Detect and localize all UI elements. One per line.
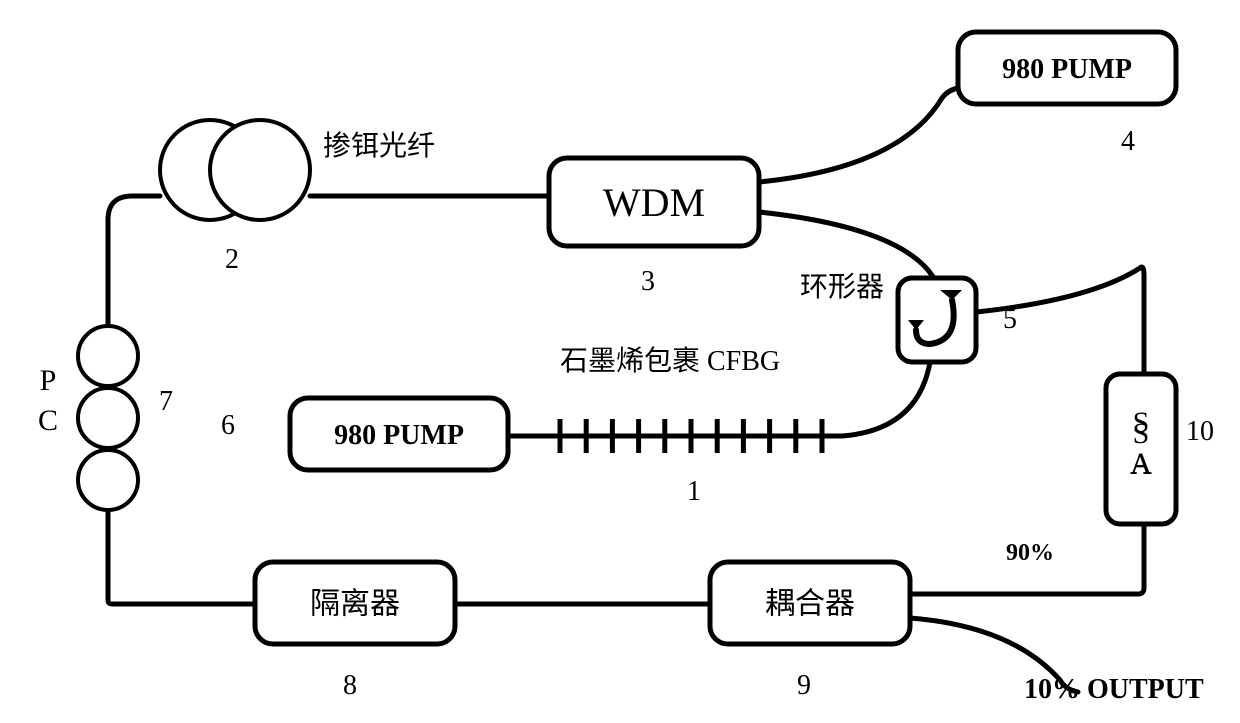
circulator-number: 5 xyxy=(1003,304,1017,335)
isolator-label: 隔离器 xyxy=(310,588,400,621)
wdm-number: 3 xyxy=(641,266,655,297)
conn-wdm_to_pump_top xyxy=(759,88,958,182)
coupler-90pct-label: 90% xyxy=(1006,540,1054,566)
pc-number: 7 xyxy=(159,386,173,417)
pc-ring-icon xyxy=(78,326,138,386)
conn-wdm_to_circ xyxy=(759,212,934,278)
wdm-label: WDM xyxy=(603,180,705,225)
coupler-number: 9 xyxy=(797,670,811,701)
conn-circ_to_cfbg xyxy=(842,362,930,436)
fiber-coil-label: 掺铒光纤 xyxy=(323,130,435,162)
sa-label-s: S xyxy=(1133,406,1150,439)
sa-number: 10 xyxy=(1186,416,1214,447)
sa-label-a: A xyxy=(1130,448,1152,481)
conn-main_ring_top xyxy=(108,196,160,220)
fiber-coil-ring-icon xyxy=(210,120,310,220)
coupler-10pct-output-label: 10% OUTPUT xyxy=(1024,674,1204,705)
circulator-label: 环形器 xyxy=(800,271,884,303)
fiber-coil-number: 2 xyxy=(225,244,239,275)
pc-label-p: P xyxy=(40,364,57,397)
pump-top-label: 980 PUMP xyxy=(1002,54,1132,85)
pump-mid-label: 980 PUMP xyxy=(334,420,464,451)
cfbg-label: 石墨烯包裹 CFBG xyxy=(560,345,780,377)
pc-label-c: C xyxy=(38,404,58,437)
coupler-label: 耦合器 xyxy=(765,588,855,621)
pc-ring-icon xyxy=(78,450,138,510)
conn-circ_to_sa_top xyxy=(976,267,1144,374)
isolator-number: 8 xyxy=(343,670,357,701)
cfbg-number: 1 xyxy=(687,476,701,507)
pc-ring-icon xyxy=(78,388,138,448)
pump-top-number: 4 xyxy=(1121,126,1135,157)
pump-mid-number: 6 xyxy=(221,410,235,441)
